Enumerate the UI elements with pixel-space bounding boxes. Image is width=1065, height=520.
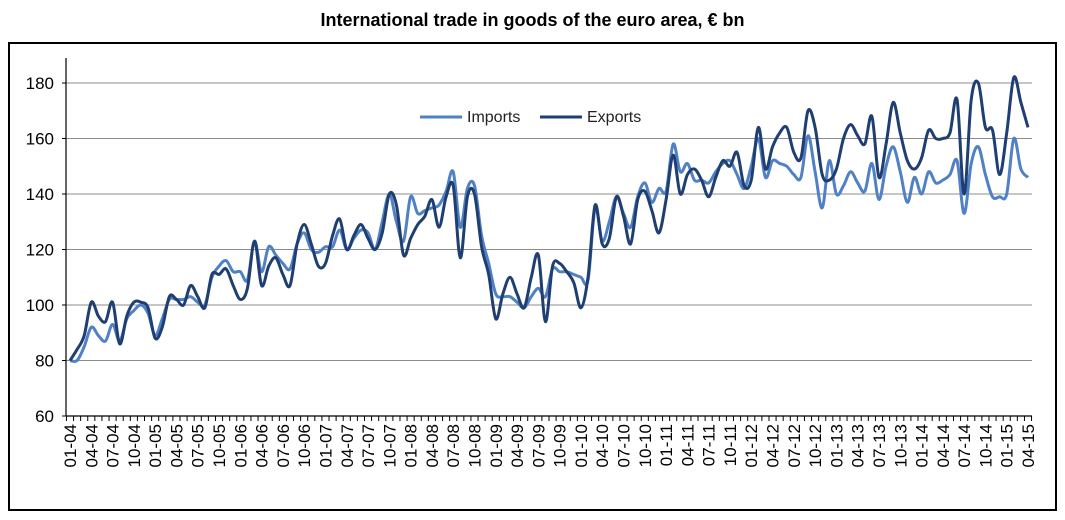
x-tick-label: 04-10 [593, 424, 612, 467]
x-tick-label: 04-08 [423, 424, 442, 467]
x-tick-label: 10-14 [976, 424, 995, 467]
x-tick-label: 10-05 [210, 424, 229, 467]
x-tick-label: 04-11 [678, 424, 697, 466]
x-tick-label: 07-12 [785, 424, 804, 467]
x-tick-label: 01-11 [657, 424, 676, 466]
x-tick-label: 10-09 [551, 424, 570, 467]
series-line-exports [68, 75, 1030, 362]
x-tick-label: 04-14 [934, 424, 953, 467]
x-tick-label: 07-11 [700, 424, 719, 466]
x-tick-label: 07-09 [529, 424, 548, 467]
x-tick-label: 01-09 [487, 424, 506, 467]
x-tick-label: 10-08 [465, 424, 484, 467]
y-tick-label: 120 [26, 241, 54, 260]
x-tick-label: 07-08 [444, 424, 463, 467]
x-tick-label: 04-05 [167, 424, 186, 467]
y-tick-label: 60 [35, 407, 54, 426]
x-tick-label: 04-15 [1019, 424, 1038, 467]
x-tick-label: 07-04 [104, 424, 123, 467]
x-tick-label: 07-14 [955, 424, 974, 467]
x-tick-label: 04-06 [253, 424, 272, 467]
legend-label-exports: Exports [587, 109, 641, 126]
x-tick-label: 01-12 [742, 424, 761, 467]
x-tick-label: 01-15 [998, 424, 1017, 467]
series-line-imports [69, 134, 1030, 364]
x-tick-label: 10-13 [891, 424, 910, 467]
y-tick-label: 180 [26, 74, 54, 93]
x-tick-label: 10-11 [721, 424, 740, 466]
x-tick-label: 01-06 [231, 424, 250, 467]
x-tick-label: 10-06 [295, 424, 314, 467]
x-tick-label: 01-10 [572, 424, 591, 467]
chart-title: International trade in goods of the euro… [320, 10, 745, 30]
y-tick-label: 140 [26, 185, 54, 204]
x-tick-label: 07-05 [189, 424, 208, 467]
x-tick-label: 01-13 [827, 424, 846, 467]
x-tick-label: 10-10 [636, 424, 655, 467]
x-tick-label: 10-04 [125, 424, 144, 467]
x-tick-label: 07-13 [870, 424, 889, 467]
x-tick-label: 01-05 [146, 424, 165, 467]
y-tick-label: 160 [26, 130, 54, 149]
x-tick-label: 04-04 [82, 424, 101, 467]
x-tick-label: 07-07 [359, 424, 378, 467]
y-tick-label: 80 [35, 352, 54, 371]
legend-label-imports: Imports [467, 109, 520, 126]
x-tick-label: 07-06 [274, 424, 293, 467]
x-tick-label: 01-07 [316, 424, 335, 467]
x-tick-label: 10-12 [806, 424, 825, 467]
x-tick-label: 10-07 [380, 424, 399, 467]
x-tick-label: 04-12 [764, 424, 783, 467]
chart-frame [8, 42, 1057, 511]
y-tick-label: 100 [26, 296, 54, 315]
x-tick-label: 04-09 [508, 424, 527, 467]
x-tick-label: 01-04 [61, 424, 80, 467]
x-tick-label: 04-13 [849, 424, 868, 467]
x-tick-label: 07-10 [615, 424, 634, 467]
x-tick-label: 01-08 [402, 424, 421, 467]
x-tick-label: 01-14 [913, 424, 932, 467]
x-tick-label: 04-07 [338, 424, 357, 467]
